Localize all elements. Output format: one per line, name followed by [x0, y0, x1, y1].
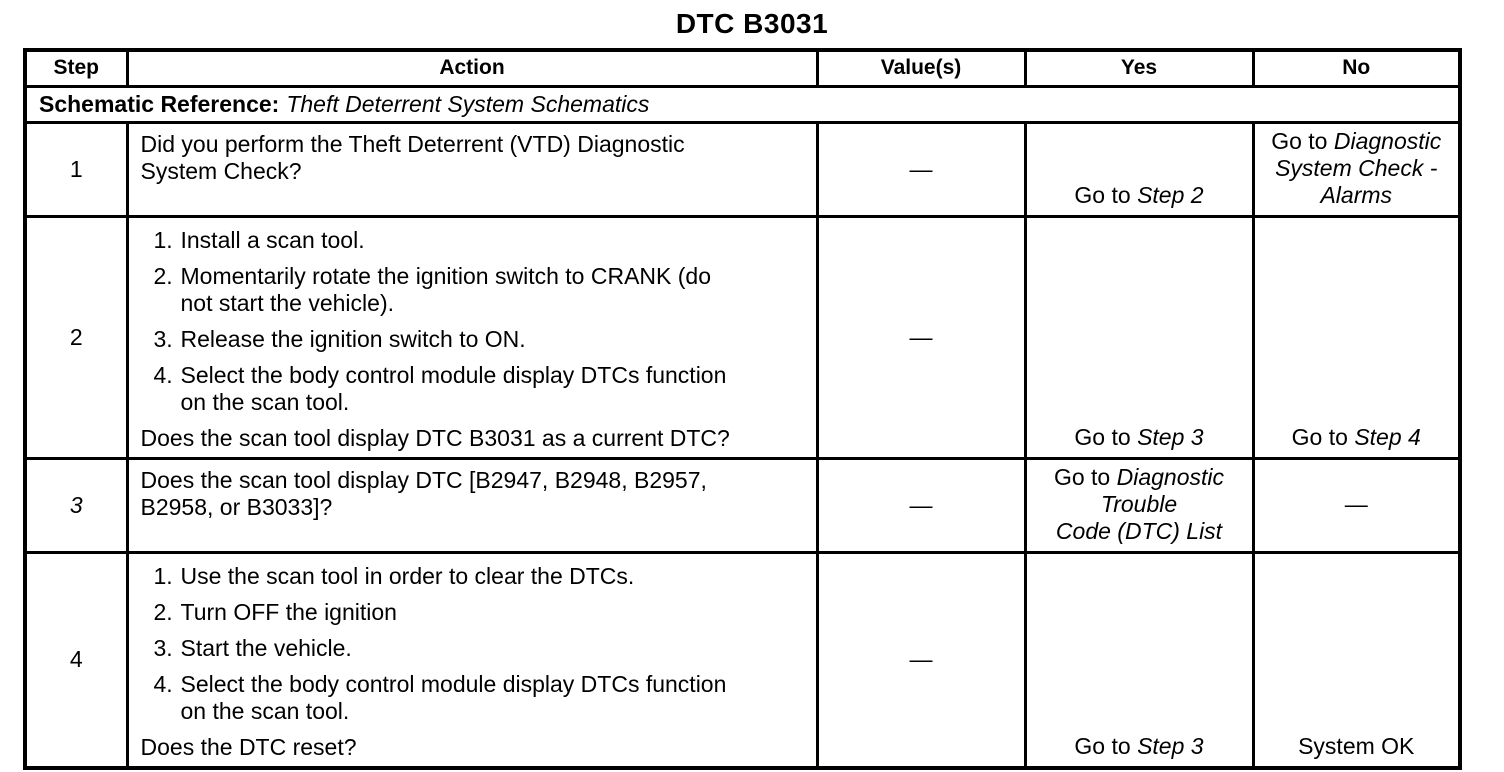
list-item-text: Release the ignition switch to ON. [180, 325, 526, 352]
action-cell: 1. Install a scan tool. 2. Momentarily r… [125, 214, 819, 460]
list-item-number: 4. [153, 361, 173, 388]
step-number: 1 [23, 120, 129, 218]
list-item: 2. Momentarily rotate the ignition switc… [154, 263, 808, 317]
col-header-no: No [1251, 48, 1462, 88]
col-header-step: Step [23, 48, 129, 88]
list-item: 4. Select the body control module displa… [154, 362, 808, 416]
table-header-row: Step Action Value(s) Yes No [23, 48, 1462, 88]
list-item-text: Select the body control module display D… [180, 361, 727, 415]
list-item: 1. Install a scan tool. [154, 227, 808, 254]
action-question: Does the scan tool display DTC B3031 as … [140, 424, 730, 451]
goto-prefix: Go to [1053, 463, 1117, 490]
schematic-reference-row: Schematic Reference: Theft Deterrent Syst… [23, 84, 1462, 124]
col-header-action: Action [125, 48, 819, 88]
list-item-text: Momentarily rotate the ignition switch t… [180, 262, 712, 316]
list-item-text: Use the scan tool in order to clear the … [180, 562, 635, 589]
col-header-yes: Yes [1023, 48, 1255, 88]
goto-target: Step 3 [1137, 732, 1204, 759]
list-item: 3. Release the ignition switch to ON. [154, 326, 808, 353]
no-cell: System OK [1251, 550, 1462, 769]
goto-target: Diagnostic System Check - Alarms [1275, 127, 1442, 208]
action-cell: Did you perform the Theft Deterrent (VTD… [125, 120, 819, 218]
diagnostic-table: Step Action Value(s) Yes No Schematic Re… [23, 48, 1462, 770]
list-item-number: 3. [153, 325, 173, 352]
goto-prefix: Go to [1074, 732, 1138, 759]
goto-target: Step 3 [1137, 423, 1204, 450]
action-question: Does the scan tool display DTC [B2947, B… [140, 466, 707, 520]
list-item-text: Select the body control module display D… [180, 670, 727, 724]
list-item-number: 1. [153, 562, 173, 589]
no-cell: Go to Step 4 [1251, 214, 1462, 460]
step-number: 2 [23, 214, 129, 460]
table-row-step-3: 3 Does the scan tool display DTC [B2947,… [23, 456, 1462, 554]
page-title: DTC B3031 [675, 8, 829, 39]
list-item: 2. Turn OFF the ignition [154, 599, 808, 626]
schematic-reference-cell: Schematic Reference: Theft Deterrent Syst… [23, 84, 1462, 124]
yes-cell: Go to Step 3 [1023, 214, 1255, 460]
no-cell: Go to Diagnostic System Check - Alarms [1251, 120, 1462, 218]
action-cell: Does the scan tool display DTC [B2947, B… [125, 456, 819, 554]
ordered-list: 1. Install a scan tool. 2. Momentarily r… [154, 227, 808, 416]
list-item: 1. Use the scan tool in order to clear t… [154, 563, 808, 590]
list-item-number: 2. [153, 598, 173, 625]
table-row-step-1: 1 Did you perform the Theft Deterrent (V… [23, 120, 1462, 218]
goto-prefix: Go to [1291, 423, 1355, 450]
list-item: 4. Select the body control module displa… [154, 671, 808, 725]
goto-target: Diagnostic Trouble Code (DTC) List [1055, 463, 1225, 544]
list-item: 3. Start the vehicle. [154, 635, 808, 662]
goto-prefix: Go to [1271, 127, 1334, 154]
list-item-text: Turn OFF the ignition [180, 598, 397, 625]
action-question: Does the DTC reset? [140, 733, 357, 760]
goto-target: Step 2 [1137, 181, 1204, 208]
list-item-text: Install a scan tool. [180, 226, 365, 253]
value-cell: — [815, 456, 1027, 554]
list-item-text: Start the vehicle. [180, 634, 352, 661]
goto-prefix: Go to [1074, 423, 1138, 450]
action-cell: 1. Use the scan tool in order to clear t… [125, 550, 819, 769]
step-number: 4 [23, 550, 129, 769]
value-cell: — [815, 550, 1027, 769]
yes-cell: Go to Diagnostic Trouble Code (DTC) List [1023, 456, 1255, 554]
yes-cell: Go to Step 3 [1023, 550, 1255, 769]
table-row-step-2: 2 1. Install a scan tool. 2. Momentarily… [23, 214, 1462, 460]
value-cell: — [815, 120, 1027, 218]
no-cell: — [1251, 456, 1462, 554]
yes-cell: Go to Step 2 [1023, 120, 1255, 218]
ordered-list: 1. Use the scan tool in order to clear t… [154, 563, 808, 725]
value-cell: — [815, 214, 1027, 460]
col-header-values: Value(s) [815, 48, 1027, 88]
list-item-number: 3. [153, 634, 173, 661]
table-row-step-4: 4 1. Use the scan tool in order to clear… [23, 550, 1462, 769]
list-item-number: 2. [153, 262, 173, 289]
action-question: Did you perform the Theft Deterrent (VTD… [140, 130, 685, 184]
list-item-number: 1. [153, 226, 173, 253]
list-item-number: 4. [153, 670, 173, 697]
goto-target: Step 4 [1354, 423, 1421, 450]
schematic-reference-value: Theft Deterrent System Schematics [286, 90, 650, 117]
schematic-reference-label: Schematic Reference: [39, 90, 280, 117]
step-number: 3 [23, 456, 129, 554]
goto-prefix: Go to [1074, 181, 1138, 208]
